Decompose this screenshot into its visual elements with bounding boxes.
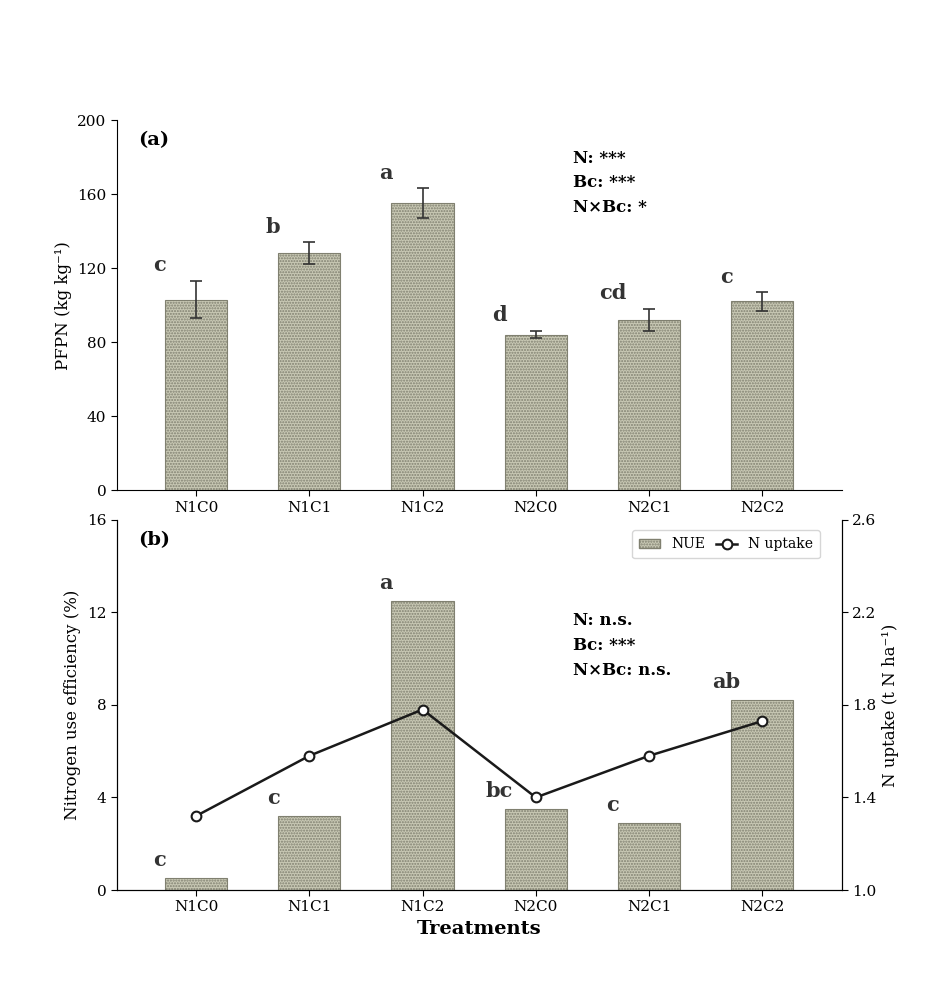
- Legend: NUE, N uptake: NUE, N uptake: [632, 530, 820, 558]
- Text: N: n.s.
Bc: ***
N×Bc: n.s.: N: n.s. Bc: *** N×Bc: n.s.: [573, 612, 671, 679]
- Text: c: c: [607, 795, 619, 815]
- Text: (a): (a): [138, 131, 170, 149]
- Y-axis label: Nitrogen use efficiency (%): Nitrogen use efficiency (%): [65, 590, 81, 820]
- Text: a: a: [380, 573, 393, 593]
- Text: c: c: [266, 788, 280, 808]
- Text: ab: ab: [712, 672, 741, 692]
- Text: (b): (b): [138, 531, 170, 549]
- Text: a: a: [380, 163, 393, 183]
- Text: d: d: [492, 305, 507, 325]
- Bar: [731, 301, 794, 490]
- Bar: [279, 253, 340, 490]
- Bar: [618, 320, 680, 490]
- Bar: [731, 700, 794, 890]
- Y-axis label: N uptake (t N ha⁻¹): N uptake (t N ha⁻¹): [882, 623, 899, 787]
- Text: b: b: [266, 217, 280, 237]
- Text: c: c: [153, 850, 166, 870]
- Text: c: c: [153, 255, 166, 275]
- Bar: [618, 823, 680, 890]
- Y-axis label: PFPN (kg kg⁻¹): PFPN (kg kg⁻¹): [54, 241, 72, 370]
- Bar: [165, 300, 227, 490]
- X-axis label: Treatments: Treatments: [417, 920, 541, 938]
- Text: cd: cd: [599, 283, 626, 303]
- Bar: [505, 809, 567, 890]
- Bar: [392, 203, 453, 490]
- Bar: [165, 878, 227, 890]
- Text: N: ***
Bc: ***
N×Bc: *: N: *** Bc: *** N×Bc: *: [573, 150, 647, 216]
- Bar: [279, 816, 340, 890]
- Text: c: c: [720, 267, 732, 287]
- Bar: [392, 601, 453, 890]
- Text: bc: bc: [486, 781, 513, 801]
- Bar: [505, 335, 567, 490]
